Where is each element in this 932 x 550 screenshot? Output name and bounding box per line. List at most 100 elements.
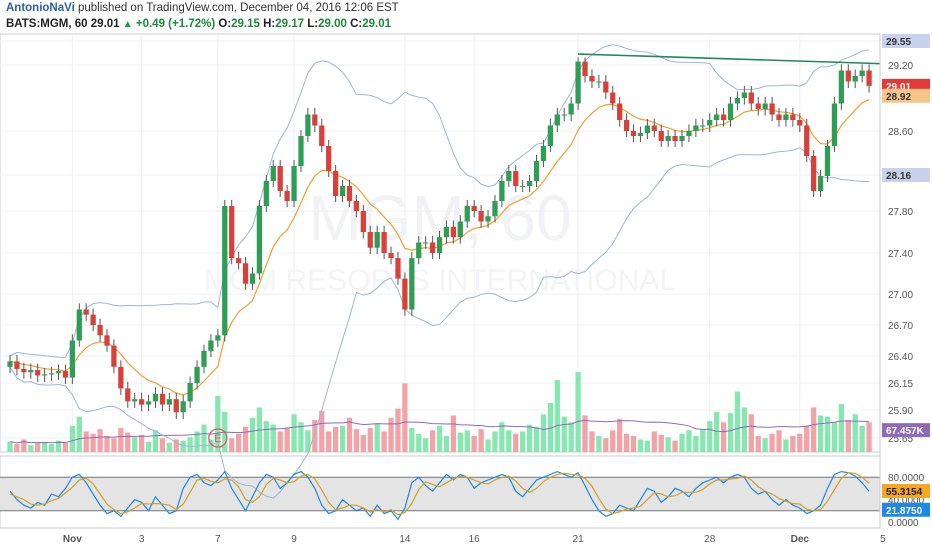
volume-bar <box>485 439 491 452</box>
candle-up <box>145 401 152 405</box>
time-tick-label: Nov <box>63 534 82 545</box>
volume-bar <box>533 426 540 452</box>
candle-up <box>69 340 75 378</box>
candle-up <box>485 216 491 222</box>
symbol-label[interactable]: BATS:MGM, 60 <box>6 18 88 30</box>
time-tick-label: 21 <box>573 534 585 545</box>
price-badge <box>882 423 930 438</box>
volume-bar <box>326 431 332 452</box>
candle-down <box>804 125 810 156</box>
up-arrow-icon: ▲ <box>122 19 133 30</box>
volume-bar <box>76 416 82 452</box>
volume-bar <box>589 431 595 452</box>
volume-bar <box>790 436 796 452</box>
price-tick-label: 26.15 <box>888 379 913 390</box>
candle-down <box>776 114 782 120</box>
volume-bar <box>492 431 498 452</box>
candle-up <box>152 393 159 402</box>
volume-bar <box>263 421 269 452</box>
volume-bar <box>679 433 685 452</box>
price-badge <box>882 168 930 182</box>
candle-up <box>42 374 48 376</box>
volume-bar <box>138 434 145 452</box>
candle-up <box>561 114 567 116</box>
volume-bar <box>166 442 172 452</box>
candle-up <box>700 125 706 127</box>
price-badge-label: 28.16 <box>886 171 911 182</box>
candle-down <box>623 120 630 131</box>
candle-up <box>575 61 581 104</box>
candle-up <box>679 136 685 141</box>
candle-up <box>222 206 228 336</box>
volume-bar <box>734 391 741 452</box>
price-tick-label: 26.40 <box>888 352 913 363</box>
volume-bar <box>97 429 103 452</box>
price-tick-label: 27.80 <box>888 207 913 218</box>
volume-bar <box>450 415 457 452</box>
candle-up <box>208 340 214 351</box>
volume-bar <box>630 436 637 452</box>
candle-down <box>326 146 332 171</box>
volume-bar <box>714 412 720 452</box>
candle-up <box>55 371 62 374</box>
candle-up <box>644 125 651 133</box>
price-tick-label: 27.40 <box>888 249 913 260</box>
volume-bar <box>7 441 13 452</box>
author-link[interactable]: AntonioNaVi <box>6 2 75 14</box>
price-tick-label: 25.65 <box>888 434 913 445</box>
stoch-badge-label: 55.3154 <box>886 487 923 498</box>
candle-up <box>707 120 713 126</box>
candle-down <box>277 166 283 191</box>
candle-up <box>180 401 186 413</box>
volume-bar <box>90 433 96 452</box>
candle-up <box>499 181 505 201</box>
stoch-k-line <box>9 470 870 521</box>
volume-bar <box>804 425 810 452</box>
published-text: published on TradingView.com, December 0… <box>78 2 399 14</box>
volume-bar <box>824 416 831 452</box>
candle-down <box>138 399 145 405</box>
candle-up <box>838 70 844 104</box>
candle-up <box>693 125 699 131</box>
volume-bar <box>187 437 193 452</box>
candle-up <box>824 146 831 176</box>
candle-up <box>270 166 276 181</box>
candle-up <box>436 237 443 253</box>
volume-bar <box>42 441 48 452</box>
volume-bar <box>339 425 346 452</box>
volume-bar <box>312 420 318 452</box>
volume-bar <box>852 414 858 452</box>
candle-up <box>457 221 463 238</box>
candle-up <box>734 98 741 104</box>
candle-down <box>284 191 290 201</box>
candle-down <box>83 309 89 315</box>
candle-down <box>845 70 851 82</box>
candle-down <box>617 103 623 120</box>
candle-down <box>35 370 41 376</box>
volume-bar <box>596 436 602 452</box>
price-badge-label: 29.55 <box>886 37 911 48</box>
price-tick-label: 28.60 <box>888 127 913 138</box>
low-label: L: <box>307 18 319 30</box>
time-tick-label: Dec <box>791 534 810 545</box>
volume-bar <box>845 420 851 452</box>
volume-bar <box>62 442 69 452</box>
price-badge-label: 29.01 <box>886 82 911 93</box>
candle-down <box>672 136 678 141</box>
candle-up <box>831 103 838 146</box>
volume-bar <box>346 417 353 452</box>
candle-up <box>547 125 554 146</box>
price-tick-label: 29.20 <box>888 61 913 72</box>
time-tick-label: 7 <box>215 534 221 545</box>
volume-bar <box>783 439 789 452</box>
candle-up <box>374 232 380 248</box>
volume-bar <box>797 433 803 452</box>
price-badge <box>882 88 930 103</box>
candle-down <box>720 114 727 120</box>
volume-bar <box>118 428 124 452</box>
candle-up <box>714 114 720 120</box>
volume-bar <box>201 424 207 452</box>
candle-down <box>104 335 110 346</box>
volume-bar <box>125 432 131 452</box>
